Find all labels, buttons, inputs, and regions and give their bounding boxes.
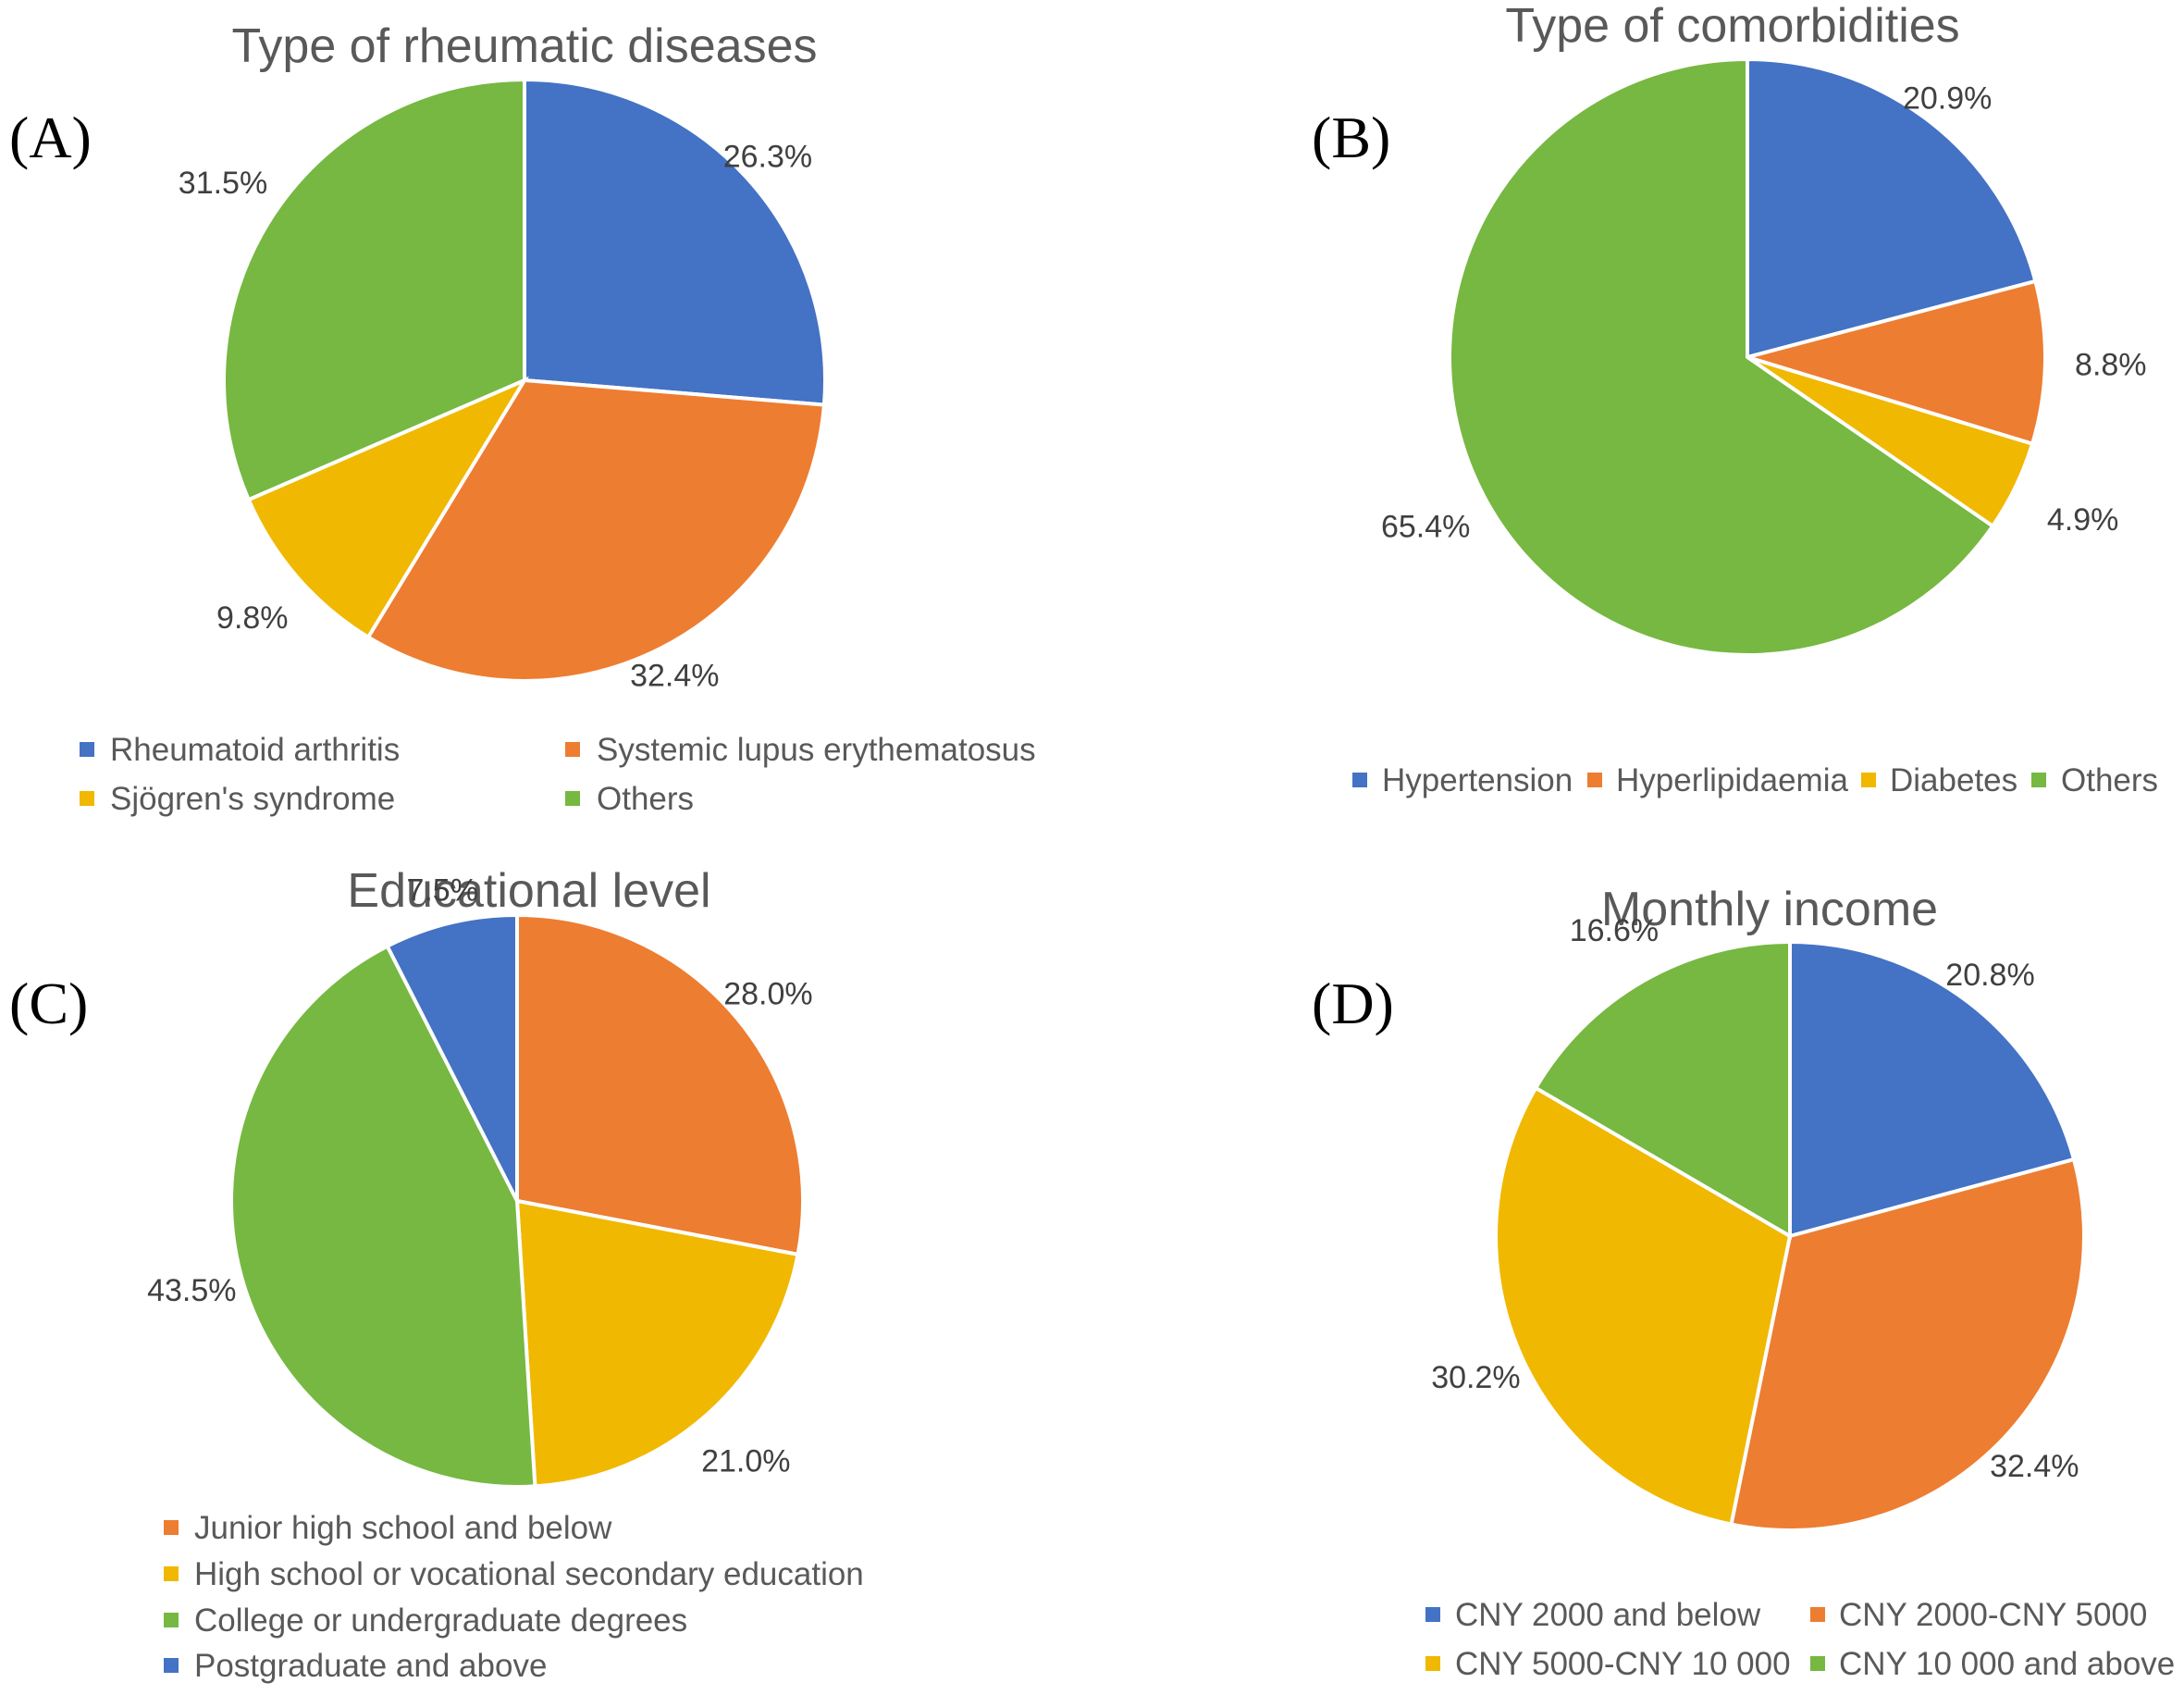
legend-a-swatch-rheumatoid-arthritis bbox=[80, 742, 94, 757]
legend-b-hypertension: Hypertension bbox=[1382, 762, 1573, 798]
pie-a-slice-rheumatoid-arthritis bbox=[523, 77, 827, 407]
panel-c: (C) Educational level 28.0% 21.0% 43.5% 7.5… bbox=[9, 864, 864, 1684]
legend-d-cny-10000-above: CNY 10 000 and above bbox=[1839, 1646, 2175, 1682]
legend-c-swatch-junior-high bbox=[164, 1520, 179, 1535]
pie-a-label-rheumatoid-arthritis: 26.3% bbox=[723, 140, 812, 175]
panel-a: (A) Type of rheumatic diseases 26.3% 32.4… bbox=[9, 19, 1036, 817]
pie-d-slice-cny-2000-cny-5000 bbox=[1729, 1157, 2086, 1532]
legend-b-swatch-diabetes bbox=[1861, 773, 1876, 787]
legend-d-swatch-cny-2000-5000 bbox=[1810, 1607, 1825, 1622]
chart-c-title: Educational level bbox=[347, 864, 710, 918]
legend-c-swatch-college bbox=[164, 1613, 179, 1627]
panel-c-label: (C) bbox=[9, 971, 88, 1036]
chart-d-title: Monthly income bbox=[1601, 883, 1938, 936]
pie-a-label-others: 31.5% bbox=[179, 166, 267, 201]
pie-a-label-sj-gren-s-syndrome: 9.8% bbox=[216, 600, 289, 636]
pie-c-label-postgraduate-and-above: 7.5% bbox=[406, 873, 478, 909]
chart-d-legend: CNY 2000 and below CNY 2000-CNY 5000 CNY… bbox=[1425, 1597, 2175, 1682]
pie-d-label-cny-2000-cny-5000: 32.4% bbox=[1990, 1449, 2079, 1484]
legend-a-systemic-lupus-erythematosus: Systemic lupus erythematosus bbox=[597, 732, 1036, 768]
pie-b-slice-hypertension bbox=[1746, 56, 2038, 360]
chart-a-title: Type of rheumatic diseases bbox=[232, 19, 818, 73]
pie-d-label-cny-2000-and-below: 20.8% bbox=[1945, 958, 2034, 993]
legend-b-swatch-others bbox=[2031, 773, 2046, 787]
panel-b: (B) Type of comorbidities 20.9% 8.8% 4.9% 6… bbox=[1312, 0, 2158, 798]
pie-c-slice-junior-high-school-and-below bbox=[515, 912, 806, 1257]
legend-a-rheumatoid-arthritis: Rheumatoid arthritis bbox=[110, 732, 400, 768]
legend-a-swatch-systemic-lupus-erythematosus bbox=[565, 742, 580, 757]
chart-b-legend: Hypertension Hyperlipidaemia Diabetes Ot… bbox=[1352, 762, 2158, 798]
legend-a-sjogrens-syndrome: Sjögren's syndrome bbox=[110, 781, 395, 817]
pie-b-label-diabetes: 4.9% bbox=[2047, 502, 2119, 538]
pie-d-label-cny-10-000-and-above: 16.6% bbox=[1570, 913, 1659, 948]
pie-a-slice-sj-gren-s-syndrome bbox=[246, 376, 529, 640]
legend-b-others: Others bbox=[2061, 762, 2158, 798]
legend-d-swatch-cny-2000-below bbox=[1425, 1607, 1440, 1622]
legend-d-swatch-cny-5000-10000 bbox=[1425, 1656, 1440, 1671]
chart-d-pie: 20.8% 32.4% 30.2% 16.6% bbox=[1431, 913, 2086, 1532]
legend-d-cny-2000-below: CNY 2000 and below bbox=[1455, 1597, 1761, 1633]
chart-a-legend: Rheumatoid arthritis Systemic lupus eryt… bbox=[80, 732, 1036, 817]
pie-c-slice-postgraduate-and-above bbox=[385, 912, 519, 1202]
pie-d-slice-cny-10-000-and-above bbox=[1533, 939, 1792, 1240]
legend-a-swatch-sjogrens-syndrome bbox=[80, 791, 94, 806]
chart-c-legend: Junior high school and below High school… bbox=[164, 1510, 864, 1684]
pie-c-slice-high-school-or-vocational-secondary-education bbox=[514, 1198, 800, 1489]
pie-d-label-cny-5000-cny-10-000: 30.2% bbox=[1431, 1360, 1520, 1395]
pie-d-slice-cny-2000-and-below bbox=[1788, 939, 2077, 1239]
pie-c-label-high-school-or-vocational-secondary-education: 21.0% bbox=[701, 1444, 790, 1479]
legend-c-swatch-high-school bbox=[164, 1566, 179, 1581]
pie-c-slice-college-or-undergraduate-degrees bbox=[229, 943, 537, 1489]
legend-b-swatch-hypertension bbox=[1352, 773, 1367, 787]
panel-d-label: (D) bbox=[1312, 971, 1394, 1036]
pie-b-label-hyperlipidaemia: 8.8% bbox=[2075, 347, 2147, 382]
chart-c-pie: 28.0% 21.0% 43.5% 7.5% bbox=[147, 873, 813, 1489]
pie-d-slice-cny-5000-cny-10-000 bbox=[1494, 1085, 1793, 1527]
legend-d-swatch-cny-10000-above bbox=[1810, 1656, 1825, 1671]
pie-c-label-junior-high-school-and-below: 28.0% bbox=[723, 977, 812, 1012]
pie-b-slice-hyperlipidaemia bbox=[1740, 278, 2047, 447]
legend-c-college: College or undergraduate degrees bbox=[194, 1602, 687, 1639]
pie-b-label-hypertension: 20.9% bbox=[1903, 80, 1992, 116]
legend-d-cny-2000-5000: CNY 2000-CNY 5000 bbox=[1839, 1597, 2147, 1633]
legend-b-diabetes: Diabetes bbox=[1890, 762, 2017, 798]
legend-a-swatch-others bbox=[565, 791, 580, 806]
pie-c-label-college-or-undergraduate-degrees: 43.5% bbox=[147, 1273, 236, 1308]
chart-a-pie: 26.3% 32.4% 9.8% 31.5% bbox=[179, 77, 827, 694]
panel-d: (D) Monthly income 20.8%32.4%30.2%16.6% … bbox=[1312, 883, 2175, 1682]
legend-d-cny-5000-10000: CNY 5000-CNY 10 000 bbox=[1455, 1646, 1791, 1682]
legend-c-postgraduate: Postgraduate and above bbox=[194, 1648, 547, 1684]
legend-b-swatch-hyperlipidaemia bbox=[1587, 773, 1602, 787]
pie-a-slice-others bbox=[222, 77, 526, 502]
chart-b-pie: 20.9% 8.8% 4.9% 65.4% bbox=[1381, 56, 2147, 657]
legend-a-others: Others bbox=[597, 781, 694, 817]
legend-b-hyperlipidaemia: Hyperlipidaemia bbox=[1616, 762, 1848, 798]
panel-b-label: (B) bbox=[1312, 105, 1390, 170]
chart-b-title: Type of comorbidities bbox=[1505, 0, 1959, 53]
legend-c-high-school: High school or vocational secondary educ… bbox=[194, 1556, 864, 1592]
pie-b-label-others: 65.4% bbox=[1381, 510, 1470, 545]
panel-a-label: (A) bbox=[9, 105, 92, 170]
pie-a-slice-systemic-lupus-erythematosus bbox=[365, 377, 827, 683]
legend-c-junior-high: Junior high school and below bbox=[194, 1510, 612, 1546]
legend-c-swatch-postgraduate bbox=[164, 1658, 179, 1673]
pie-a-label-systemic-lupus-erythematosus: 32.4% bbox=[630, 659, 719, 694]
pie-b-slice-others bbox=[1448, 56, 1995, 657]
